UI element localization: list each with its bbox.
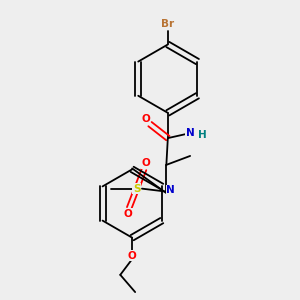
Text: S: S xyxy=(133,184,140,194)
Text: O: O xyxy=(141,114,150,124)
Text: N: N xyxy=(186,128,194,138)
Text: O: O xyxy=(123,209,132,219)
Text: H: H xyxy=(198,130,206,140)
Text: O: O xyxy=(141,158,150,168)
Text: N: N xyxy=(167,185,175,195)
Text: Br: Br xyxy=(161,19,174,29)
Text: O: O xyxy=(128,250,136,260)
